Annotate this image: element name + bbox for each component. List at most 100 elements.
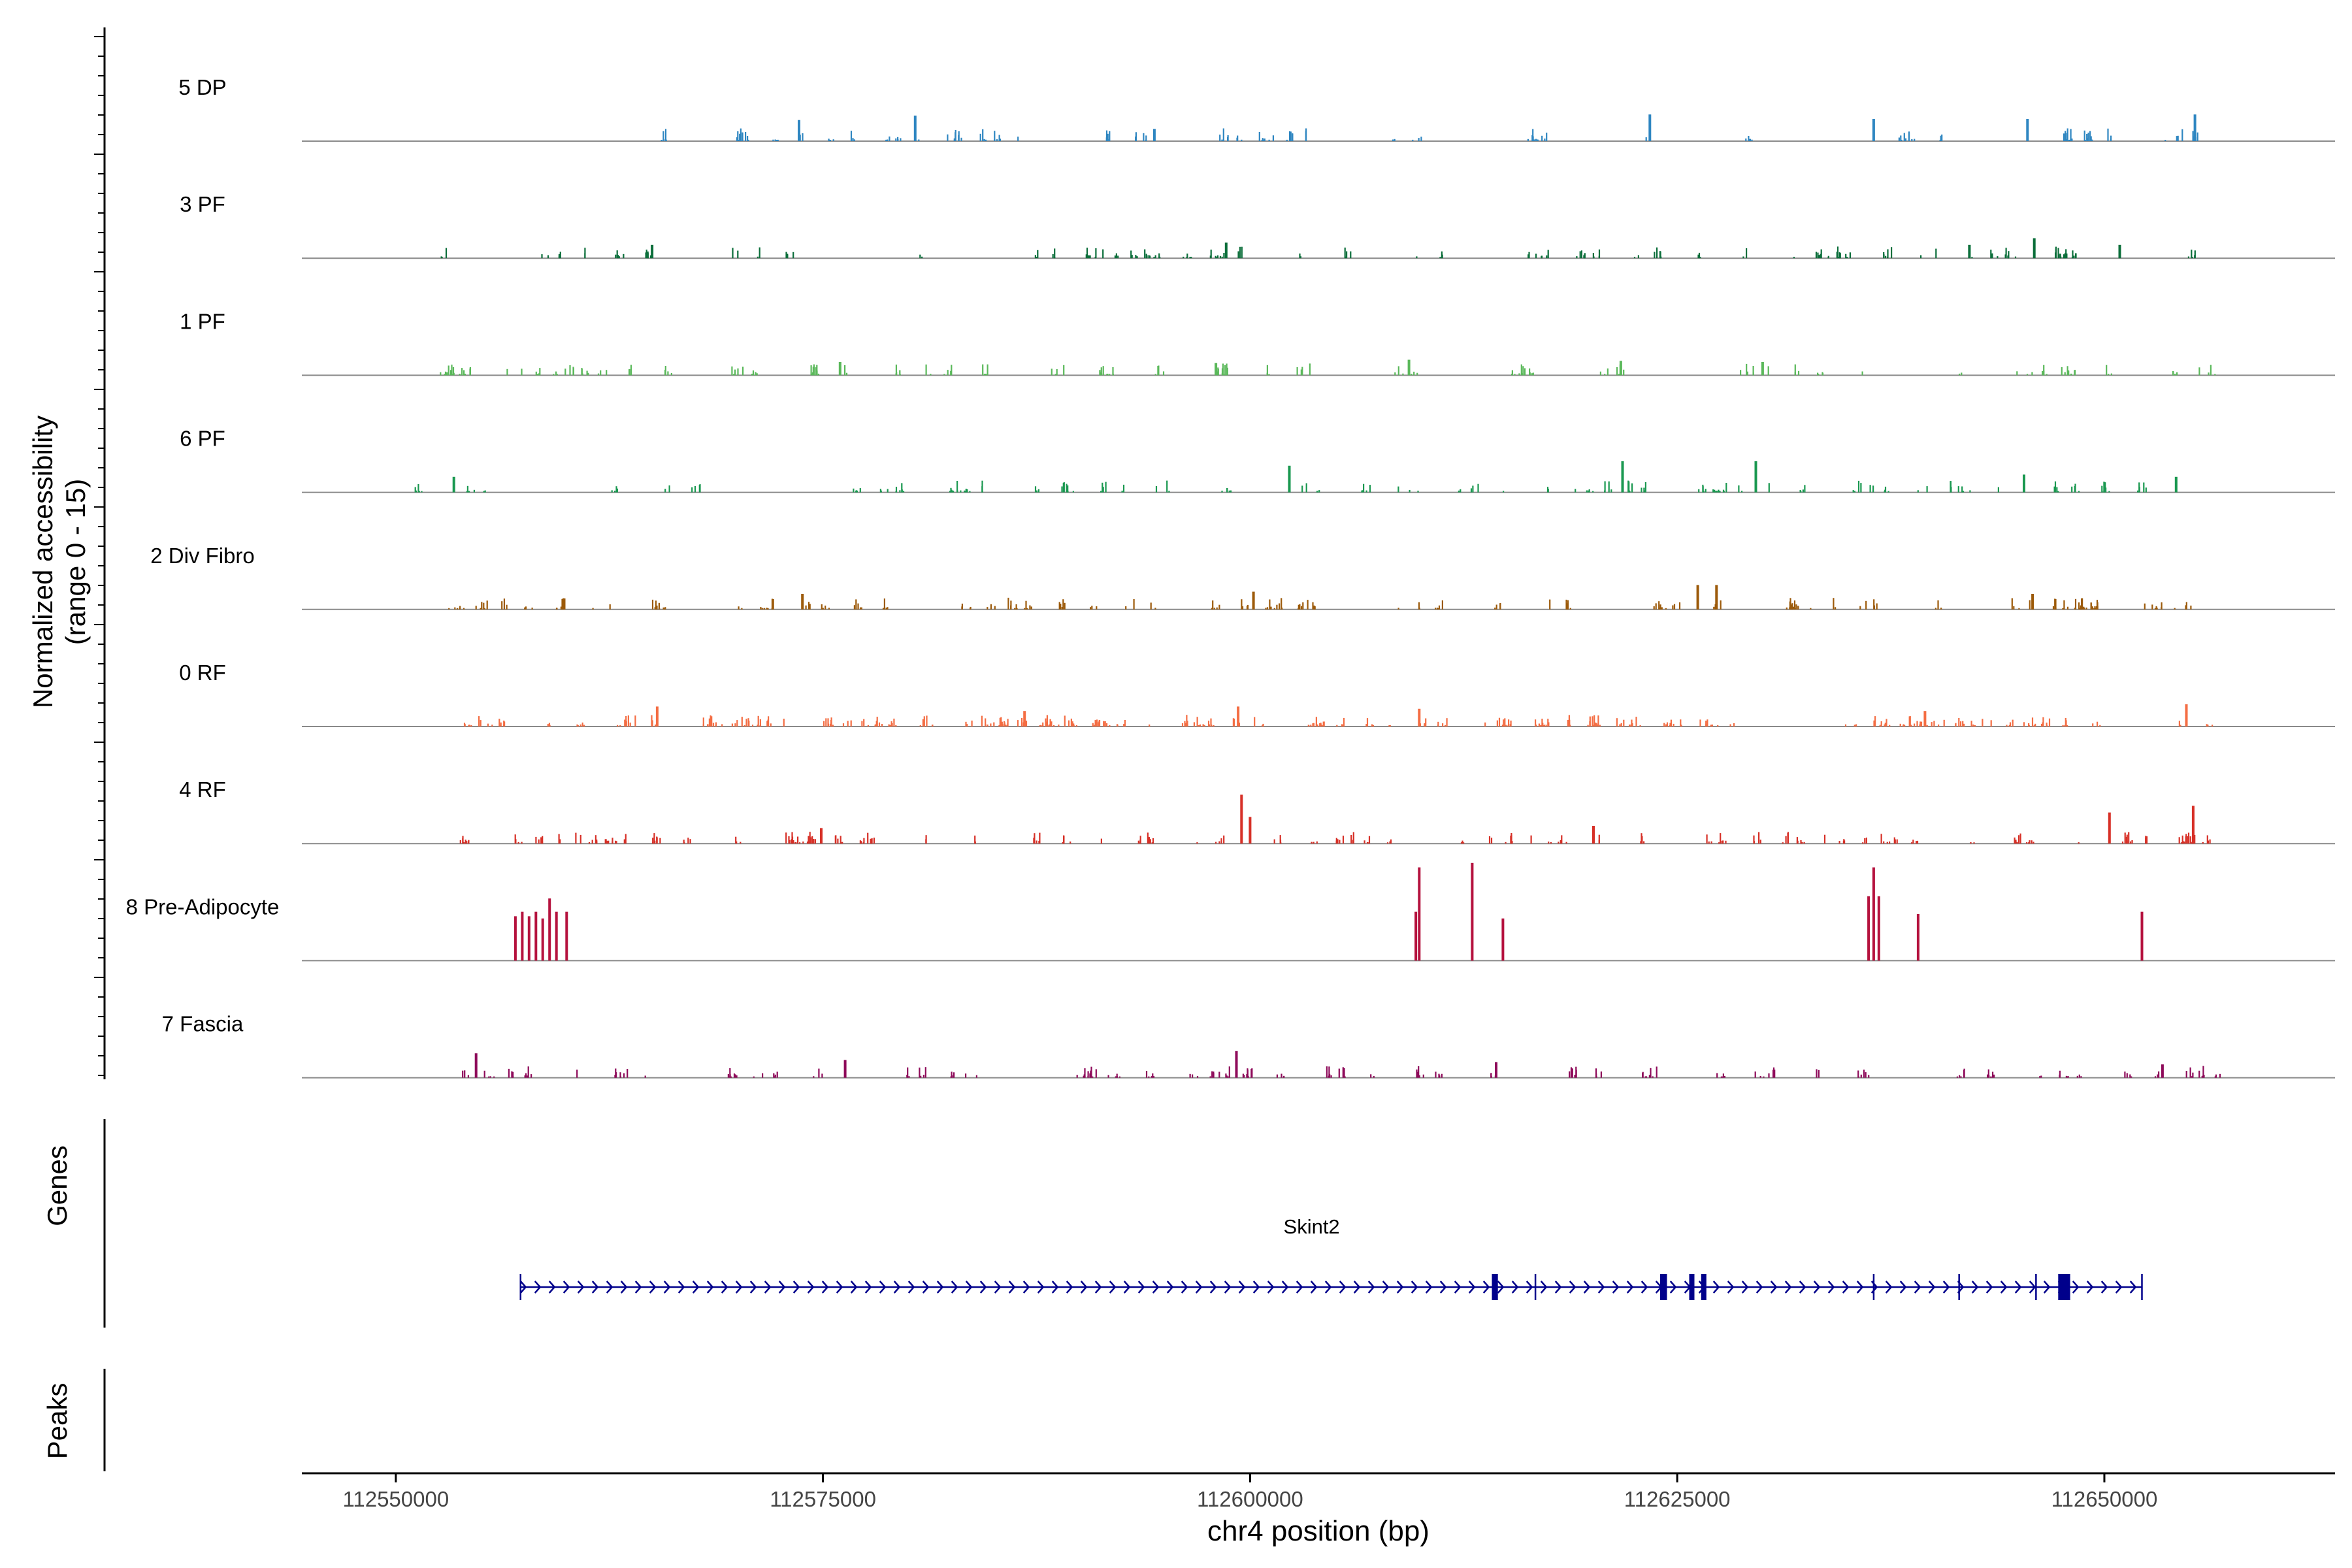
coverage-bar [1629,491,1631,493]
coverage-bar [2099,725,2101,727]
coverage-bar [870,838,872,844]
coverage-bar [1529,372,1531,376]
coverage-bar [2097,721,2099,727]
coverage-bar [1397,608,1399,610]
coverage-bar [1988,1075,1990,1078]
strand-arrow [1554,1281,1562,1294]
coverage-bar [958,135,960,141]
coverage-bar [1133,598,1135,610]
coverage-bar [1409,489,1411,493]
coverage-bar [629,723,631,727]
coverage-bar [1558,841,1560,844]
coverage-bar [840,842,842,844]
coverage-bar [1049,719,1051,727]
coverage-bar [860,841,862,844]
strand-arrow [1770,1281,1778,1294]
coverage-bar [667,371,669,376]
coverage-bar [923,1075,924,1078]
coverage-bar [608,840,610,844]
coverage-bar [1887,249,1889,259]
coverage-bar [1005,725,1007,727]
coverage-bar [1015,604,1017,610]
coverage-bar [484,490,486,493]
coverage-bar [2046,374,2048,376]
coverage-bar [2034,723,2036,727]
coverage-bar [1281,598,1282,610]
coverage-bar [1039,725,1041,727]
coverage-bar [473,489,475,493]
coverage-bar [440,372,442,376]
coverage-bar [2194,250,2196,259]
coverage-bar [1800,491,1802,493]
coverage-bar [1637,255,1639,259]
coverage-bar [459,840,461,844]
coverage-bar [1723,491,1725,493]
coverage-bar [890,721,892,727]
coverage-bar [1873,721,1875,727]
coverage-bar [1330,1075,1332,1078]
coverage-bar [1873,605,1875,610]
strand-arrow [1885,1281,1893,1294]
coverage-bar [816,365,818,376]
coverage-bar [1823,834,1826,844]
coverage-bar [664,139,666,141]
coverage-bar [952,490,954,493]
coverage-bar [1533,139,1535,141]
coverage-bar [441,257,443,259]
coverage-bar [821,604,823,610]
coverage-bar [802,133,804,141]
coverage-bar [985,724,987,727]
coverage-bar [1862,842,1864,844]
coverage-bar [2189,836,2191,844]
coverage-bar [1801,841,1803,844]
coverage-bar [1067,485,1069,493]
coverage-bar [1503,491,1505,493]
coverage-bar [1914,139,1916,141]
coverage-bar [895,138,897,141]
coverage-bar [990,604,992,610]
coverage-bar [1002,724,1004,727]
coverage-bar [1472,485,1474,493]
strand-arrow [1267,1281,1275,1294]
coverage-bar [2124,832,2126,844]
strand-arrow [692,1281,700,1294]
coverage-bar [901,483,903,493]
coverage-bar [1145,1071,1148,1078]
coverage-bar [614,1075,616,1078]
coverage-bar [1418,1066,1420,1078]
peaks-panel-title: Peaks [42,1383,73,1460]
coverage-bar [511,1071,513,1078]
coverage-bar [813,839,815,844]
coverage-bar [1716,491,1718,493]
coverage-bar [762,1073,764,1078]
coverage-bar [2019,833,2021,844]
coverage-bar [1087,1071,1089,1078]
coverage-bar [1361,491,1363,493]
coverage-bar [1535,139,1537,141]
coverage-bar [965,489,967,493]
coverage-bar [965,721,967,727]
coverage-bar [1286,139,1288,141]
coverage-bar [985,139,987,141]
coverage-bar [1237,135,1239,141]
coverage-peak [2193,114,2197,141]
coverage-bar [1109,725,1111,727]
coverage-bar [1152,1073,1154,1078]
coverage-bar [617,255,619,259]
coverage-bar [584,253,586,259]
coverage-bar [1759,1075,1761,1078]
coverage-bar [2197,132,2198,141]
coverage-bar [862,842,864,844]
coverage-bar [1154,374,1156,376]
coverage-bar [1316,724,1318,727]
coverage-bar [1587,725,1589,727]
coverage-bar [732,248,734,259]
coverage-bar [810,365,812,376]
coverage-bar [1782,842,1784,844]
coverage-bar [1631,723,1633,727]
coverage-bar [1034,833,1036,844]
coverage-bar [919,254,921,259]
coverage-bar [553,374,555,376]
coverage-bar [619,725,621,727]
coverage-bar [615,486,617,493]
